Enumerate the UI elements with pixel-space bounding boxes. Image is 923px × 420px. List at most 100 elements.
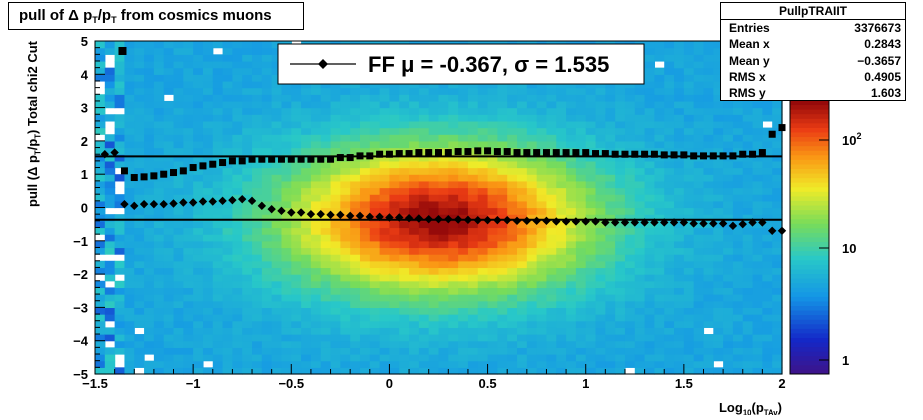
y-axis-label: pull (Δ pT/pT) Total chi2 Cut xyxy=(25,40,42,207)
legend-marker xyxy=(318,59,328,69)
z-tick-label: 1 xyxy=(842,353,849,368)
rms-point xyxy=(493,148,501,156)
mean-point xyxy=(728,221,738,231)
heatmap-cells xyxy=(95,41,783,375)
rms-point xyxy=(758,149,766,157)
rms-point xyxy=(150,172,158,180)
rms-outlier-point xyxy=(118,46,127,55)
rms-point xyxy=(592,150,600,158)
mean-point xyxy=(306,209,316,219)
x-tick-label: −1 xyxy=(186,376,201,391)
rms-point xyxy=(268,155,276,163)
rms-point xyxy=(346,154,354,162)
mean-point xyxy=(326,210,335,220)
rms-point xyxy=(768,130,776,138)
mean-point xyxy=(522,216,532,226)
rms-point xyxy=(719,152,727,160)
mean-point xyxy=(552,217,561,226)
rms-point xyxy=(258,155,266,163)
mean-point xyxy=(640,218,649,227)
mean-point xyxy=(169,199,178,208)
stats-row-rms-x: RMS x 0.4905 xyxy=(729,69,901,84)
mean-point xyxy=(453,215,463,224)
y-tick-label: −5 xyxy=(73,367,88,382)
z-tick-label: 10 xyxy=(842,241,856,256)
x-axis-label: Log10(pTAv) xyxy=(719,400,782,415)
mean-point xyxy=(748,218,757,227)
rms-point xyxy=(317,155,325,163)
stats-title: PullpTRAIIT xyxy=(721,3,905,20)
mean-point xyxy=(630,218,639,227)
rms-point xyxy=(749,150,757,158)
mean-point xyxy=(483,215,492,225)
rms-point xyxy=(170,169,178,177)
mean-point xyxy=(218,196,227,206)
rms-point xyxy=(709,152,717,160)
y-tick-label: −3 xyxy=(73,300,88,315)
stats-row-entries: Entries 3376673 xyxy=(729,21,901,35)
rms-point xyxy=(631,150,639,158)
mean-point xyxy=(414,214,424,223)
mean-point xyxy=(100,150,110,159)
rms-point xyxy=(690,152,698,160)
mean-point xyxy=(571,217,581,226)
mean-point xyxy=(601,218,610,227)
mean-point xyxy=(198,197,208,206)
y-tick-label: 1 xyxy=(81,167,88,182)
rms-point xyxy=(405,150,413,158)
rms-point xyxy=(307,155,315,163)
stats-row-rms-y: RMS y 1.603 xyxy=(729,86,901,101)
mean-point xyxy=(610,218,620,227)
mean-point xyxy=(512,216,522,226)
mean-point xyxy=(365,212,374,222)
y-tick-label: 4 xyxy=(81,67,89,82)
mean-point xyxy=(669,218,679,227)
chart-title: pull of Δ pT/pT from cosmics muons xyxy=(8,2,304,30)
mean-point xyxy=(139,199,149,209)
rms-point xyxy=(621,150,629,158)
rms-point xyxy=(523,149,531,157)
mean-point xyxy=(689,219,698,228)
legend-text: FF μ = -0.367, σ = 1.535 xyxy=(368,52,609,77)
mean-point xyxy=(444,214,453,224)
mean-point xyxy=(620,218,630,227)
y-tick-label: −2 xyxy=(73,267,88,282)
rms-point xyxy=(248,155,256,163)
y-tick-label: 0 xyxy=(81,201,88,216)
rms-point xyxy=(179,167,187,175)
rms-point xyxy=(366,152,374,160)
mean-point xyxy=(561,217,571,226)
rms-point xyxy=(670,151,678,159)
rms-point xyxy=(582,149,590,157)
mean-point xyxy=(493,215,502,225)
rms-point xyxy=(533,149,541,157)
x-tick-label: 2 xyxy=(778,376,785,391)
rms-point xyxy=(120,167,128,175)
rms-point xyxy=(464,148,472,156)
mean-point xyxy=(149,199,159,209)
rms-point xyxy=(189,164,197,172)
mean-point xyxy=(650,218,659,227)
mean-point xyxy=(208,197,217,206)
mean-point xyxy=(581,217,590,226)
rms-point xyxy=(454,148,462,156)
rms-point xyxy=(140,173,148,181)
rms-point xyxy=(130,174,138,182)
rms-point xyxy=(611,150,619,158)
rms-point xyxy=(739,150,747,158)
mean-point xyxy=(316,209,325,219)
y-tick-label: 2 xyxy=(81,134,88,149)
rms-point xyxy=(562,149,570,157)
mean-point xyxy=(699,219,708,228)
x-tick-label: 0.5 xyxy=(479,376,497,391)
mean-point xyxy=(758,218,767,227)
stats-row-mean-x: Mean x 0.2843 xyxy=(729,37,901,52)
rms-point xyxy=(601,150,609,158)
rms-point xyxy=(729,152,737,160)
z-tick-label: 102 xyxy=(842,131,861,148)
stats-row-mean-y: Mean y −0.3657 xyxy=(729,53,901,68)
rms-point xyxy=(484,147,492,155)
mean-point xyxy=(503,215,512,225)
rms-point xyxy=(474,147,482,155)
